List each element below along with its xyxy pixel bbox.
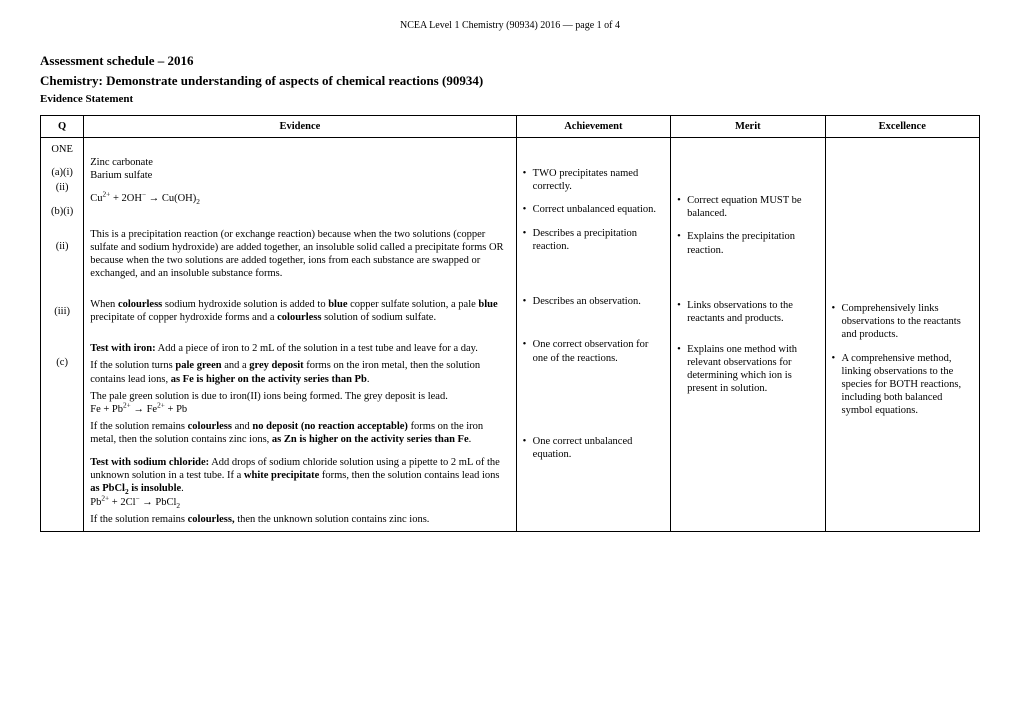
- col-achievement: Achievement: [516, 116, 670, 138]
- ach-c1: One correct observation for one of the r…: [523, 338, 664, 364]
- q-c: (c): [47, 356, 77, 369]
- title-subject: Chemistry: Demonstrate understanding of …: [40, 73, 980, 89]
- ev-c4: If the solution remains colourless and n…: [90, 420, 509, 446]
- mer-biii: Links observations to the reactants and …: [677, 299, 818, 325]
- q-bi: (b)(i): [47, 205, 77, 218]
- evidence-statement-label: Evidence Statement: [40, 93, 980, 105]
- col-merit: Merit: [671, 116, 825, 138]
- ev-bii: This is a precipitation reaction (or exc…: [90, 228, 509, 281]
- page: NCEA Level 1 Chemistry (90934) 2016 — pa…: [0, 0, 1020, 720]
- ev-c1: Test with iron: Add a piece of iron to 2…: [90, 342, 509, 355]
- table-row: ONE (a)(i) (ii) (b)(i) (ii) (iii) (c) Zi…: [41, 138, 980, 532]
- ach-bii: Describes a precipitation reaction.: [523, 227, 664, 253]
- ach-a: TWO precipitates named correctly.: [523, 167, 664, 193]
- ev-c6: If the solution remains colourless, then…: [90, 513, 509, 526]
- ach-c2: One correct unbalanced equation.: [523, 435, 664, 461]
- q-biii: (iii): [47, 305, 77, 318]
- achievement-cell: TWO precipitates named correctly. Correc…: [516, 138, 670, 532]
- col-excellence: Excellence: [825, 116, 979, 138]
- ev-biii: When colourless sodium hydroxide solutio…: [90, 298, 509, 324]
- ach-bi: Correct unbalanced equation.: [523, 203, 664, 216]
- q-bii: (ii): [47, 240, 77, 253]
- exc-biii: Comprehensively links observations to th…: [832, 302, 973, 341]
- mer-bii: Explains the precipitation reaction.: [677, 230, 818, 256]
- q-ai: (a)(i): [47, 166, 77, 179]
- ev-c3: The pale green solution is due to iron(I…: [90, 390, 509, 416]
- q-cell: ONE (a)(i) (ii) (b)(i) (ii) (iii) (c): [41, 138, 84, 532]
- ev-ai: Zinc carbonate: [90, 156, 509, 169]
- evidence-table: Q Evidence Achievement Merit Excellence …: [40, 115, 980, 532]
- ev-bi: Cu2+ + 2OH− → Cu(OH)2: [90, 192, 509, 205]
- excellence-cell: Comprehensively links observations to th…: [825, 138, 979, 532]
- title-assessment: Assessment schedule – 2016: [40, 53, 980, 69]
- q-one: ONE: [47, 143, 77, 156]
- col-q: Q: [41, 116, 84, 138]
- ev-c2: If the solution turns pale green and a g…: [90, 359, 509, 385]
- q-aii: (ii): [47, 181, 77, 194]
- ev-aii: Barium sulfate: [90, 169, 509, 182]
- evidence-cell: Zinc carbonate Barium sulfate Cu2+ + 2OH…: [84, 138, 516, 532]
- ev-c5: Test with sodium chloride: Add drops of …: [90, 456, 509, 509]
- mer-c: Explains one method with relevant observ…: [677, 343, 818, 396]
- col-evidence: Evidence: [84, 116, 516, 138]
- table-header-row: Q Evidence Achievement Merit Excellence: [41, 116, 980, 138]
- merit-cell: Correct equation MUST be balanced. Expla…: [671, 138, 825, 532]
- page-header: NCEA Level 1 Chemistry (90934) 2016 — pa…: [40, 20, 980, 31]
- ach-biii: Describes an observation.: [523, 295, 664, 308]
- mer-bi: Correct equation MUST be balanced.: [677, 194, 818, 220]
- exc-c: A comprehensive method, linking observat…: [832, 352, 973, 418]
